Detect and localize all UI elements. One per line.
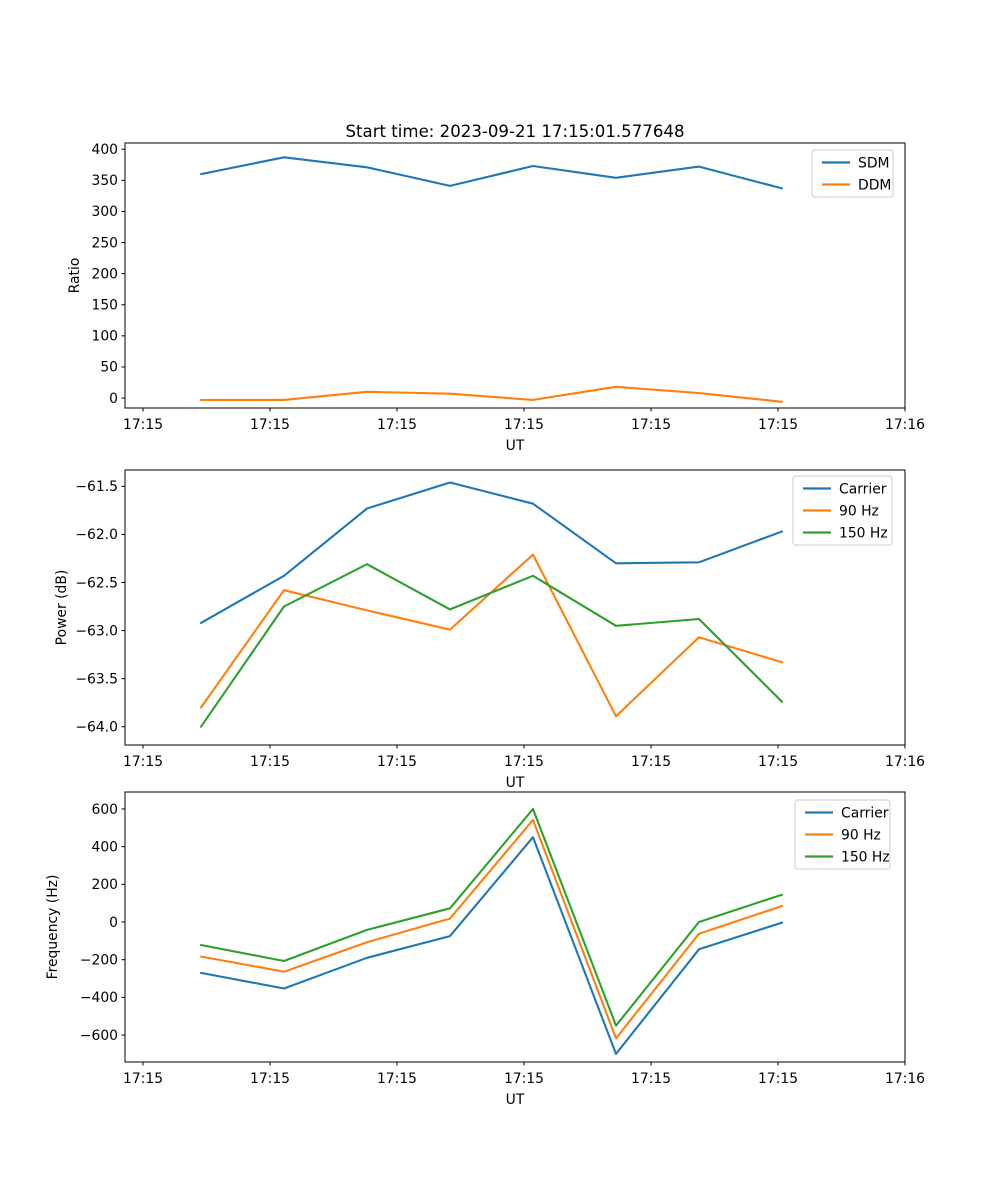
legend-label-150-hz: 150 Hz <box>839 526 888 542</box>
legend-label-90-hz: 90 Hz <box>839 504 879 520</box>
y-tick-label: 250 <box>91 235 118 251</box>
legend: SDM DDM <box>811 149 894 198</box>
series-line-ddm <box>199 385 784 403</box>
x-axis-label: UT <box>506 775 525 791</box>
legend-label-90-hz: 90 Hz <box>841 828 881 844</box>
y-axis-label: Ratio <box>67 258 83 294</box>
y-tick-label: 400 <box>91 142 118 158</box>
x-tick-label: 17:15 <box>631 754 671 770</box>
x-tick-label: 17:15 <box>504 417 544 433</box>
y-tick-label: 150 <box>91 298 118 314</box>
axes-spines <box>124 142 906 409</box>
x-axis-label: UT <box>506 438 525 454</box>
x-tick-label: 17:15 <box>758 754 798 770</box>
x-tick-label: 17:16 <box>885 417 925 433</box>
y-tick-label: 600 <box>91 802 118 818</box>
y-tick-label: −200 <box>80 952 118 968</box>
y-tick-label: 100 <box>91 329 118 345</box>
y-axis-label: Power (dB) <box>54 570 70 646</box>
y-tick-label: 200 <box>91 266 118 282</box>
legend-label-carrier: Carrier <box>839 482 887 498</box>
series-line-90-hz <box>199 553 784 718</box>
y-tick-label: 300 <box>91 204 118 220</box>
figure-title: Start time: 2023-09-21 17:15:01.577648 <box>345 122 685 141</box>
y-tick-label: −400 <box>80 990 118 1006</box>
x-tick-label: 17:15 <box>377 754 417 770</box>
legend-label-sdm: SDM <box>858 156 890 172</box>
x-tick-label: 17:15 <box>123 754 163 770</box>
x-tick-label: 17:15 <box>377 417 417 433</box>
x-tick-label: 17:15 <box>631 417 671 433</box>
x-tick-label: 17:15 <box>250 417 290 433</box>
legend: Carrier 90 Hz 150 Hz <box>792 475 893 546</box>
x-tick-label: 17:16 <box>885 1071 925 1087</box>
x-tick-label: 17:15 <box>504 754 544 770</box>
series-line-150-hz <box>199 807 784 1027</box>
y-tick-label: 0 <box>109 915 118 931</box>
series-line-150-hz <box>199 563 784 728</box>
y-tick-label: −64.0 <box>75 720 118 736</box>
legend-label-carrier: Carrier <box>841 806 889 822</box>
y-tick-label: −63.0 <box>75 623 118 639</box>
x-tick-label: 17:15 <box>504 1071 544 1087</box>
axes-spines <box>124 469 906 746</box>
y-tick-label: 50 <box>100 360 118 376</box>
legend-label-150-hz: 150 Hz <box>841 850 890 866</box>
legend-box <box>792 475 893 546</box>
y-tick-label: −63.5 <box>75 671 118 687</box>
y-tick-label: −62.0 <box>75 527 118 543</box>
x-tick-label: 17:16 <box>885 754 925 770</box>
x-tick-label: 17:15 <box>123 1071 163 1087</box>
series-line-carrier <box>199 481 784 624</box>
series-line-carrier <box>199 836 784 1055</box>
y-tick-label: 400 <box>91 839 118 855</box>
y-tick-label: 200 <box>91 877 118 893</box>
y-tick-label: −61.5 <box>75 479 118 495</box>
x-tick-label: 17:15 <box>250 754 290 770</box>
series-line-sdm <box>199 156 784 190</box>
legend-label-ddm: DDM <box>858 178 891 194</box>
subplot-ratio: 400 350 300 250 200 150 100 50 0 17:15 17:15 17:15 1… <box>67 142 925 454</box>
y-tick-label: 350 <box>91 173 118 189</box>
axes-spines <box>124 791 906 1063</box>
y-tick-label: 0 <box>109 391 118 407</box>
series-line-90-hz <box>199 818 784 1040</box>
x-axis-label: UT <box>506 1092 525 1108</box>
x-tick-label: 17:15 <box>758 1071 798 1087</box>
x-tick-label: 17:15 <box>631 1071 671 1087</box>
subplot-power-db-: −61.5 −62.0 −62.5 −63.0 −63.5 −64.0 17:15 17:15… <box>54 469 925 791</box>
subplot-frequency-hz-: 600 400 200 0 −200 −400 −600 17:15 17:15 17:15 17:… <box>45 791 925 1108</box>
x-tick-label: 17:15 <box>250 1071 290 1087</box>
y-axis-label: Frequency (Hz) <box>45 875 61 980</box>
legend: Carrier 90 Hz 150 Hz <box>794 799 891 870</box>
y-tick-label: −600 <box>80 1028 118 1044</box>
x-tick-label: 17:15 <box>377 1071 417 1087</box>
x-tick-label: 17:15 <box>123 417 163 433</box>
legend-box <box>794 799 891 870</box>
y-tick-label: −62.5 <box>75 575 118 591</box>
x-tick-label: 17:15 <box>758 417 798 433</box>
